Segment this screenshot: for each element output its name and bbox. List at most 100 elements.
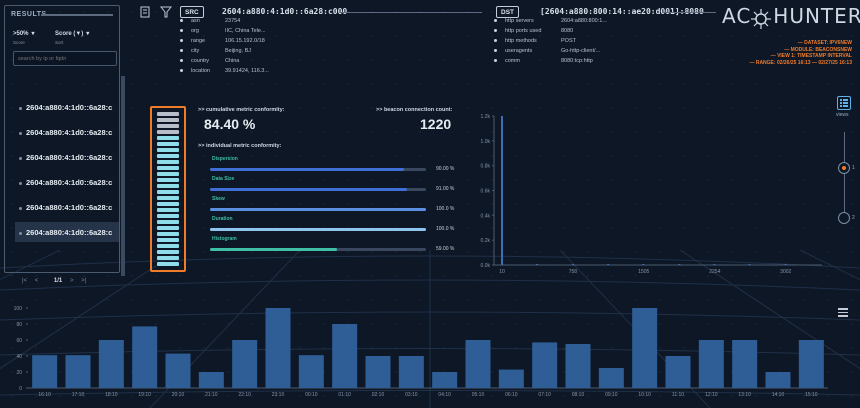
histogram-bar[interactable] <box>332 324 358 388</box>
bullet-icon <box>494 49 497 53</box>
src-ip[interactable]: 2604:a880:4:1d0::6a28:c000 <box>222 7 348 16</box>
sort-select[interactable]: Score (▼) ▾ <box>55 30 89 37</box>
histogram-bar[interactable] <box>198 372 224 388</box>
bullet-icon <box>19 231 22 235</box>
histogram-bar[interactable] <box>432 372 458 388</box>
histogram-bar[interactable] <box>598 368 624 388</box>
result-item[interactable]: 2604:a880:4:1d0::6a28:c <box>15 122 119 142</box>
results-scrollbar[interactable] <box>121 76 125 276</box>
histogram-bar[interactable] <box>698 340 724 388</box>
individual-label: >> individual metric conformity: <box>198 143 282 149</box>
meter-cell <box>157 190 179 194</box>
bullet-icon <box>494 29 497 33</box>
meter-cell <box>157 148 179 152</box>
histogram-bar[interactable] <box>132 326 158 388</box>
histogram-bar[interactable] <box>298 355 324 388</box>
result-item-label: 2604:a880:4:1d0::6a28:c <box>26 103 113 112</box>
result-item[interactable]: 2604:a880:4:1d0::6a28:c <box>15 222 119 242</box>
histogram-bar[interactable] <box>365 356 391 388</box>
metric-name: Histogram <box>212 236 237 242</box>
histogram-bar[interactable] <box>32 355 58 388</box>
filter-icon[interactable] <box>159 6 173 21</box>
histogram-bar[interactable] <box>798 340 824 388</box>
x-tick-label: 23:10 <box>272 392 285 398</box>
interval-bar <box>607 264 610 265</box>
bullet-icon <box>494 39 497 43</box>
histogram-bar[interactable] <box>765 372 791 388</box>
meter-cell <box>157 166 179 170</box>
dst-field-row: useragents Go-http-client/... <box>494 48 600 54</box>
histogram-bar[interactable] <box>65 355 91 388</box>
histogram-bar[interactable] <box>665 356 691 388</box>
y-tick-label: 0.8k <box>481 164 491 170</box>
view-1-knob[interactable] <box>838 162 850 174</box>
first-page-button[interactable]: |< <box>22 278 28 284</box>
metric-bar <box>210 188 426 191</box>
metric-value: 91.00 % <box>436 186 455 192</box>
src-rule <box>340 12 482 13</box>
bullet-icon <box>180 19 183 23</box>
info-line: — DATASET: IPV6NEW <box>797 40 852 46</box>
field-key: asn <box>191 18 200 24</box>
prev-page-button[interactable]: < <box>34 278 39 284</box>
filter-select[interactable]: >50% ▾ <box>13 30 35 37</box>
metric-value: 59.00 % <box>436 246 455 252</box>
views-control[interactable]: views <box>836 96 854 118</box>
hourly-histogram: 0 20 40 60 80 100 16:10 17:10 18:10 19:10 20:10 21:… <box>14 306 828 398</box>
metric-bar <box>210 248 426 251</box>
histogram-bar[interactable] <box>165 353 191 388</box>
next-page-button[interactable]: > <box>69 278 74 284</box>
meter-cell <box>157 220 179 224</box>
info-line: — RANGE: 02/26/25 16:13 — 02/27/25 16:13 <box>749 59 852 66</box>
x-tick-label: 21:10 <box>205 392 218 398</box>
histogram-bar[interactable] <box>398 356 424 388</box>
histogram-bar[interactable] <box>498 369 524 388</box>
histogram-bar[interactable] <box>232 340 258 388</box>
histogram-bar[interactable] <box>98 340 124 388</box>
x-tick-label: 03:10 <box>405 392 418 398</box>
histogram-bar[interactable] <box>465 340 491 388</box>
x-tick-label: 13:10 <box>738 392 751 398</box>
interval-bar <box>642 264 645 265</box>
dst-field-row: http servers 2604:a880:800:1... <box>494 18 607 24</box>
conformity-meter <box>150 106 186 272</box>
meter-cell <box>157 172 179 176</box>
search-input[interactable] <box>13 51 117 66</box>
y-tick-label: 0.2k <box>481 238 491 244</box>
result-item-label: 2604:a880:4:1d0::6a28:c <box>26 228 113 237</box>
result-item[interactable]: 2604:a880:4:1d0::6a28:c <box>15 97 119 117</box>
list-view-icon[interactable] <box>837 96 851 110</box>
x-tick-label: 22:10 <box>238 392 251 398</box>
histogram-bar[interactable] <box>532 342 558 388</box>
y-tick-label: 1.0k <box>481 139 491 145</box>
bullet-icon <box>180 29 183 33</box>
field-value: 8080 <box>561 28 574 34</box>
logo-text-right: HUNTER <box>773 4 860 28</box>
bullet-icon <box>494 19 497 23</box>
metric-bar-fill <box>210 168 405 171</box>
views-label: views <box>836 112 849 118</box>
histogram-bar[interactable] <box>632 308 658 388</box>
last-page-button[interactable]: >| <box>81 278 87 284</box>
histogram-bar[interactable] <box>565 344 591 388</box>
result-item[interactable]: 2604:a880:4:1d0::6a28:c <box>15 147 119 167</box>
field-value: 2604:a880:800:1... <box>561 18 607 24</box>
result-item[interactable]: 2604:a880:4:1d0::6a28:c <box>15 197 119 217</box>
result-item[interactable]: 2604:a880:4:1d0::6a28:c <box>15 172 119 192</box>
logo-text-left: AC <box>722 4 752 28</box>
src-field-row: range 106.15.192.0/18 <box>180 38 265 44</box>
histogram-bar[interactable] <box>732 340 758 388</box>
dst-ip[interactable]: [2604:a880:800:14::ae20:d001]:8080 <box>540 7 704 16</box>
y-tick-label: 40 <box>16 354 22 360</box>
document-icon[interactable] <box>140 6 150 21</box>
result-item-label: 2604:a880:4:1d0::6a28:c <box>26 203 113 212</box>
view-2-knob[interactable] <box>838 212 850 224</box>
x-tick-label: 12:10 <box>705 392 718 398</box>
menu-icon[interactable] <box>838 308 848 319</box>
x-tick-label: 00:10 <box>305 392 318 398</box>
hunter-logo-icon <box>751 9 771 29</box>
histogram-bar[interactable] <box>265 308 291 388</box>
field-key: http methods <box>505 38 537 44</box>
beacon-count-value: 1220 <box>420 116 452 132</box>
x-tick-label: 2254 <box>709 269 720 274</box>
